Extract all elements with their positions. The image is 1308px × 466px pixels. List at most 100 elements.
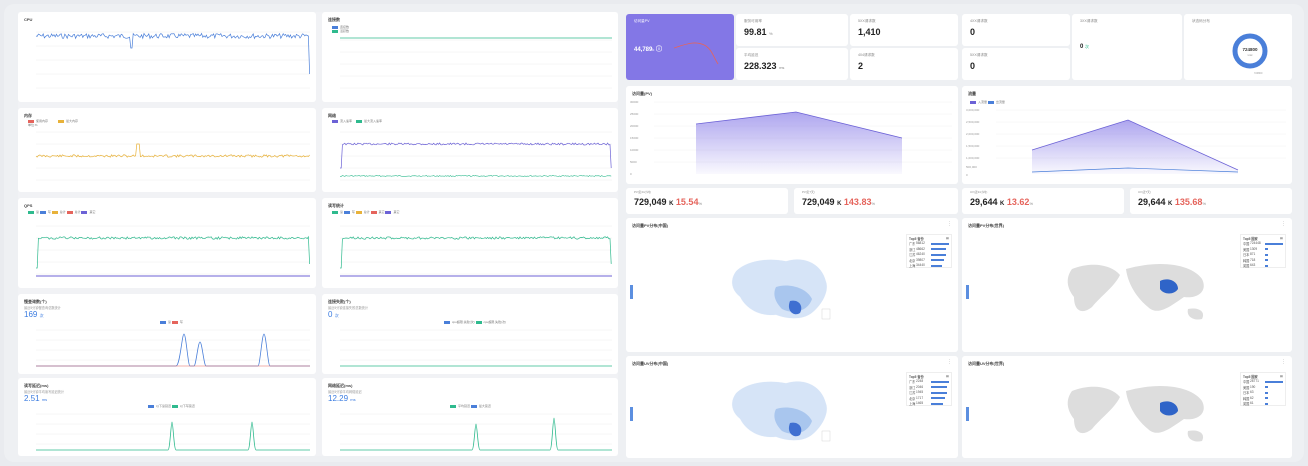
conn-fail-card: 连接失败(个) 最近5分钟连接失败总数统计 0 次 cpu超限 失败(次) cp… (322, 294, 618, 374)
rank-value: 63 (1250, 390, 1254, 394)
legend-item[interactable]: 最大流入速率 (356, 119, 382, 123)
legend-item[interactable]: 最大内存 (58, 119, 78, 123)
rank-value: 1945 (916, 390, 924, 394)
china-map (630, 381, 831, 442)
rank-bar (1265, 386, 1268, 388)
stat-label: 4XX请求数 (970, 19, 988, 23)
rank-bar (1265, 397, 1268, 399)
rank-bar (931, 397, 945, 399)
kpi-card[interactable]: UV(近24小时) 29,644 K 13.62% (962, 188, 1124, 214)
card-title: QPS (24, 203, 33, 208)
rank-value: 1309 (1250, 246, 1258, 251)
rank-bar (1265, 242, 1283, 245)
rt-stat-card[interactable]: 平均延迟 228.323 ms (736, 48, 848, 80)
3xx-stat-card[interactable]: 3XX请求数 0 次 (1072, 14, 1182, 80)
net-chart-card: 网络 流入速率 最大流入速率 (322, 108, 618, 192)
kpi-card[interactable]: UV(近7天) 29,644 K 135.68% (1130, 188, 1292, 214)
stat-label: 404请求数 (858, 53, 875, 57)
rank-value: 34440 (916, 263, 925, 267)
rank-bar (1265, 380, 1283, 383)
svg-text:2,000,000: 2,000,000 (966, 132, 980, 136)
rank-bar (931, 380, 949, 383)
more-icon[interactable]: ⋮ (1281, 221, 1286, 227)
5xx2-stat-card[interactable]: 5XX请求数 0 (962, 48, 1070, 80)
rank-value: 39807 (916, 257, 925, 262)
rank-name: 上海 (909, 264, 916, 268)
conn-fail-value: 0 次 (328, 310, 339, 319)
rank-name: 广东 (909, 242, 916, 246)
download-icon[interactable]: ▤ (1279, 236, 1283, 240)
rank-value: 643 (1250, 263, 1256, 267)
legend-row[interactable]: cpu超限 失败(次) cpu超限 失败(次) (444, 320, 506, 324)
legend-item[interactable]: 使用内存 (28, 119, 48, 123)
card-title: 访问量UV分布(世界) (968, 361, 1005, 366)
download-icon[interactable]: ▤ (1279, 374, 1283, 378)
net-series-line-2 (340, 175, 612, 177)
rw-delay-value: 2.51 ms (24, 394, 48, 403)
more-icon[interactable]: ⋮ (947, 221, 952, 227)
rank-name: 美国 (1243, 247, 1250, 252)
stat-label: 访问量PV (634, 19, 650, 23)
rank-bar (931, 386, 948, 388)
kpi-card[interactable]: PV(近7天) 729,049 K 143.83% (794, 188, 958, 214)
stat-label: 5XX请求数 (858, 19, 876, 23)
legend-row[interactable]: 读 写 总计 总计 其它 (28, 210, 95, 214)
404-stat-card[interactable]: 404请求数 2 (850, 48, 958, 80)
rank-value: 2248 (916, 379, 924, 383)
4xx-stat-card[interactable]: 4XX请求数 0 (962, 14, 1070, 46)
rank-value: 190 (1250, 384, 1256, 389)
card-title: 流量 (968, 91, 976, 96)
rank-name: 浙江 (909, 247, 916, 252)
legend-item[interactable]: 连接数 (332, 25, 349, 29)
5xx-stat-card[interactable]: 5XX请求数 1,410 (850, 14, 958, 46)
rw-delay-line (36, 421, 310, 451)
avail-stat-card[interactable]: 服务可用率 99.81 % (736, 14, 848, 46)
top5-rank-panel: Top5 国家 ▤ 中国 28771 美国 190 日本 63 韩国 62 英国 61 (1240, 372, 1286, 406)
stat-label: 服务可用率 (744, 19, 762, 23)
qps-chart (36, 225, 310, 277)
kpi-card[interactable]: PV(近24小时) 729,049 K 15.54% (626, 188, 788, 214)
unit-label: 单位:% (28, 123, 38, 127)
download-icon[interactable]: ▤ (945, 236, 949, 240)
pv-world-map-card: 访问量PV分布(世界) ⋮ Top5 国家 ▤ 中国 724448 美国 1309 日本 871… (962, 218, 1292, 352)
legend-row[interactable]: 以下读延迟 以下写延迟 (148, 404, 195, 408)
rank-name: 北京 (909, 258, 916, 263)
legend-item[interactable]: 活跃数 (332, 29, 349, 33)
rank-bar (931, 402, 943, 405)
legend-row[interactable]: 平均延迟 最大延迟 (450, 404, 491, 408)
pv-line (695, 111, 903, 139)
card-subtitle: 最近5分钟平均网络延迟 (328, 390, 362, 394)
card-title: 连接失败(个) (328, 299, 351, 304)
pv-china-map-card: 访问量PV分布(中国) ⋮ Top5 省份 ▤ 广东 56812 浙江 48662 江苏 462… (626, 218, 958, 352)
status-donut: 724800 total 724800 (1232, 33, 1268, 75)
more-icon[interactable]: ⋮ (947, 359, 952, 365)
iops-chart-card: 读写统计 读 写 总计 其它 其它 (322, 198, 618, 288)
legend-row[interactable]: 读 写 (160, 320, 183, 324)
rank-name: 上海 (909, 402, 916, 406)
svg-text:500,000: 500,000 (966, 165, 977, 169)
rank-value: 46240 (916, 252, 925, 256)
stat-value: 1,410 (858, 27, 881, 37)
kpi-label: PV(近24小时) (634, 190, 652, 194)
svg-text:3,000,000: 3,000,000 (966, 108, 980, 112)
china-map (630, 259, 831, 320)
slow-query-card: 慢查询数(个) 最近5分钟慢查询总数统计 169 次 读 写 (18, 294, 316, 374)
pv-stat-card[interactable]: 访问量PV 44,789k ⓘ (626, 14, 734, 80)
download-icon[interactable]: ▤ (945, 374, 949, 378)
stat-value: 228.323 ms (744, 61, 785, 71)
flow-trend-chart: 3,000,000 2,500,000 2,000,000 1,500,000 1,00… (966, 108, 1286, 177)
donut-center-label: total (1248, 54, 1253, 57)
flow-trend-card: 流量 入流量 出流量 3,000,000 2,500,000 2,000,000 1,… (962, 86, 1292, 184)
card-title: 访问量UV分布(中国) (632, 361, 669, 366)
svg-text:10000: 10000 (630, 148, 639, 152)
legend-row[interactable]: 入流量 出流量 (970, 100, 1005, 104)
status-dist-card[interactable]: 状态码分布 724800 total 724800 (1184, 14, 1292, 80)
kpi-label: UV(近24小时) (970, 190, 988, 194)
rank-title: Top5 省份 (909, 375, 924, 379)
legend-item[interactable]: 流入速率 (332, 119, 352, 123)
rank-bar (931, 248, 947, 250)
right-analytics-panels: 访问量PV 44,789k ⓘ 服务可用率 99.81 % 平均延迟 228.3… (626, 14, 1302, 458)
more-icon[interactable]: ⋮ (1281, 359, 1286, 365)
legend-row[interactable]: 读 写 总计 其它 其它 (332, 210, 399, 214)
rank-name: 江苏 (909, 391, 916, 395)
